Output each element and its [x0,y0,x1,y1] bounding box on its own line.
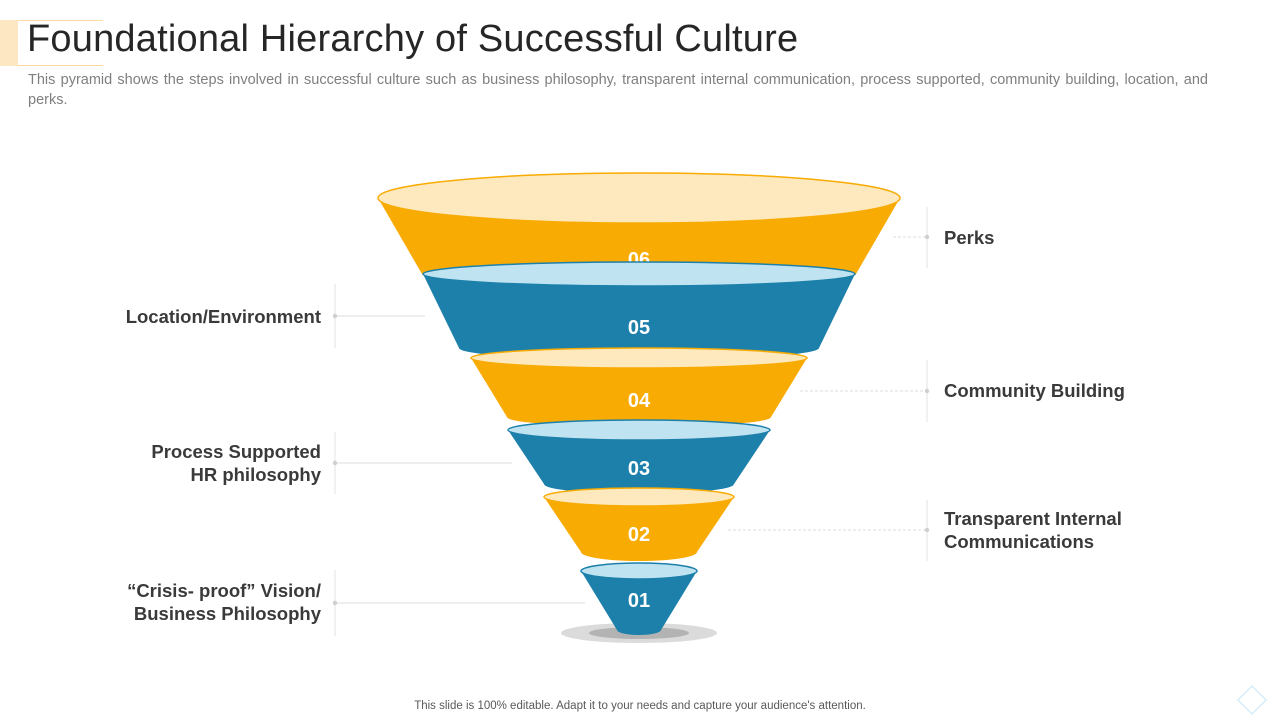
level-06-label: Perks [944,227,995,248]
level-03-label: Process Supported HR philosophy [151,441,321,485]
title-rule-bottom [18,65,103,66]
title-accent-bar [0,20,18,66]
connector-dot [332,600,338,606]
level-05-label: Location/Environment [125,306,321,327]
funnel-segment-02 [544,497,734,561]
connector-dot [924,527,930,533]
funnel-segment-top-06 [377,172,901,224]
funnel-segment-05 [423,274,855,360]
level-number-05: 05 [628,317,650,339]
funnel-segment-top-04 [470,347,808,369]
level-number-02: 02 [628,524,650,546]
connector-dot [332,460,338,466]
level-02-label: Transparent Internal Communications [944,508,1122,552]
funnel-segment-top-05 [422,261,856,287]
connector-dot [924,388,930,394]
funnel-segment-top-03 [507,419,771,441]
level-number-01: 01 [628,590,650,612]
level-01-label: “Crisis- proof” Vision/Business Philosop… [127,580,321,624]
connector-dot [924,234,930,240]
title-rule-top [18,20,103,21]
page-subtitle: This pyramid shows the steps involved in… [28,72,1208,108]
level-number-03: 03 [628,458,650,480]
page-title: Foundational Hierarchy of Successful Cul… [27,18,799,60]
level-04-label: Community Building [944,380,1125,401]
funnel-segment-top-01 [580,562,698,580]
funnel-segment-03 [508,430,770,494]
funnel-segment-04 [471,358,807,427]
level-number-04: 04 [628,390,651,412]
footer-note: This slide is 100% editable. Adapt it to… [414,700,866,712]
funnel-segment-top-02 [543,487,735,507]
connector-dot [332,313,338,319]
funnel-segment-01 [581,571,697,635]
diamond-icon [1236,684,1268,716]
